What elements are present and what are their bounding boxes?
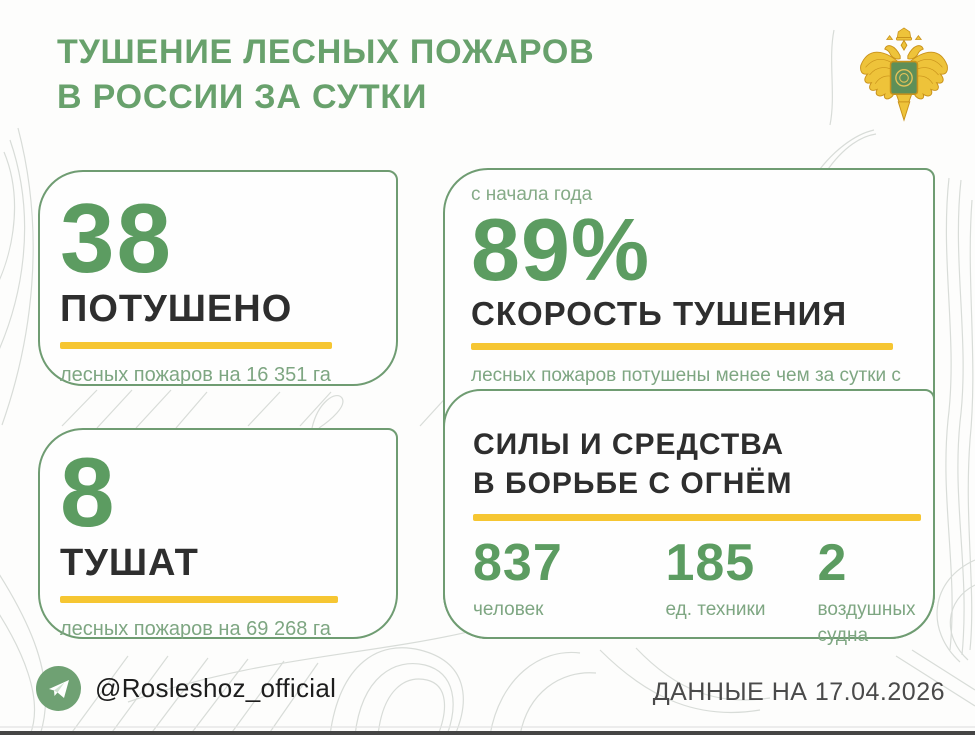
page-title: ТУШЕНИЕ ЛЕСНЫХ ПОЖАРОВ В РОССИИ ЗА СУТКИ xyxy=(57,30,757,120)
page-title-line1: ТУШЕНИЕ ЛЕСНЫХ ПОЖАРОВ xyxy=(57,33,595,71)
accent-underline xyxy=(473,514,921,521)
speed-value: 89% xyxy=(471,200,651,299)
page-title-line2: В РОССИИ ЗА СУТКИ xyxy=(57,77,428,116)
panel-speed-and-forces: с начала года 89% СКОРОСТЬ ТУШЕНИЯ лесны… xyxy=(443,168,935,646)
speed-period-label: с начала года xyxy=(471,184,593,205)
stat-equipment-label: ед. техники xyxy=(665,599,766,620)
eagle-shield xyxy=(889,60,919,95)
paper-plane-icon xyxy=(48,679,69,698)
stat-personnel-value: 837 xyxy=(473,534,563,592)
extinguished-label: ПОТУШЕНО xyxy=(60,288,293,331)
forces-title-line1: СИЛЫ И СРЕДСТВА xyxy=(473,428,785,461)
extinguished-value: 38 xyxy=(60,183,174,293)
stat-equipment: 185 ед. техники xyxy=(665,537,817,648)
eagle-tail xyxy=(895,93,913,122)
card-active-fires: 8 ТУШАТ лесных пожаров на 69 268 га xyxy=(38,428,398,640)
telegram-link[interactable]: @Rosleshoz_official xyxy=(36,666,336,711)
stat-aircraft: 2 воздушных судна xyxy=(818,537,933,648)
forces-title: СИЛЫ И СРЕДСТВА В БОРЬБЕ С ОГНЁМ xyxy=(473,425,933,503)
accent-underline xyxy=(471,342,893,350)
card-forces: СИЛЫ И СРЕДСТВА В БОРЬБЕ С ОГНЁМ 837 чел… xyxy=(443,389,935,646)
forces-title-line2: В БОРЬБЕ С ОГНЁМ xyxy=(473,467,793,500)
telegram-icon[interactable] xyxy=(36,666,81,711)
rosleshoz-logo xyxy=(860,27,948,122)
accent-underline xyxy=(60,595,338,603)
active-value: 8 xyxy=(60,437,117,547)
accent-underline xyxy=(60,341,332,349)
eagle-heads xyxy=(884,39,924,60)
stat-equipment-value: 185 xyxy=(665,534,756,592)
stat-personnel: 837 человек xyxy=(473,537,665,648)
stat-aircraft-label: воздушных судна xyxy=(817,599,916,646)
eagle-crowns xyxy=(885,27,923,41)
active-label: ТУШАТ xyxy=(60,542,199,585)
speed-label: СКОРОСТЬ ТУШЕНИЯ xyxy=(471,294,848,332)
data-date-label: ДАННЫЕ НА 17.04.2026 xyxy=(652,678,945,706)
active-sublabel: лесных пожаров на 69 268 га xyxy=(60,617,331,640)
stat-aircraft-value: 2 xyxy=(817,534,848,592)
bottom-edge-bar xyxy=(0,731,975,735)
forces-stats-row: 837 человек 185 ед. техники 2 воздушных … xyxy=(473,537,933,648)
extinguished-sublabel: лесных пожаров на 16 351 га xyxy=(60,363,331,386)
card-extinguished: 38 ПОТУШЕНО лесных пожаров на 16 351 га xyxy=(38,170,398,386)
stat-personnel-label: человек xyxy=(473,599,544,620)
telegram-handle[interactable]: @Rosleshoz_official xyxy=(95,673,337,703)
